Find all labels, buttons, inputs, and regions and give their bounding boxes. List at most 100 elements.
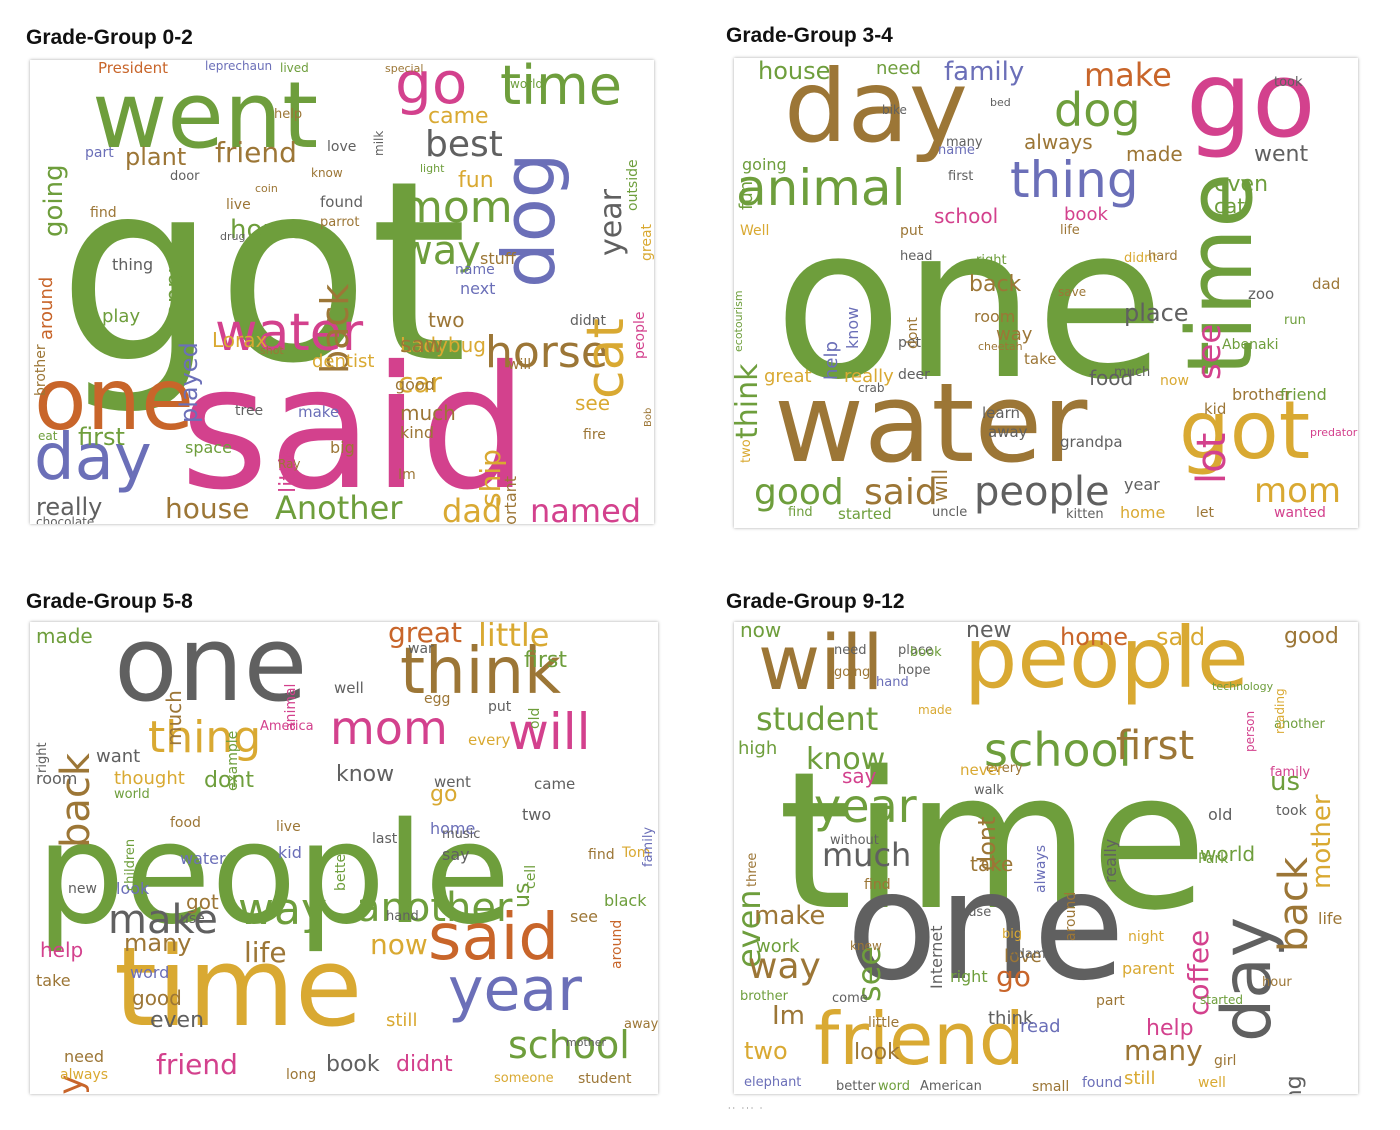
cloud-word: place — [898, 643, 933, 658]
cloud-word: stuff — [480, 249, 516, 268]
cloud-word: house — [758, 58, 831, 85]
cloud-word: animal — [283, 683, 299, 731]
cloud-word: Well — [740, 223, 770, 239]
cloud-word: reading — [1273, 688, 1287, 735]
cloud-word: school — [984, 723, 1132, 777]
cloud-word: every — [986, 761, 1023, 776]
cloud-word: better — [333, 847, 349, 891]
cloud-word: year — [1124, 475, 1160, 494]
cloud-word: head — [900, 249, 933, 264]
cloud-word: cell — [523, 864, 539, 889]
cloud-word: Bob — [643, 407, 654, 427]
cloud-word: space — [185, 438, 232, 457]
cloud-word: place — [1124, 299, 1189, 327]
cloud-word: us — [1270, 767, 1301, 797]
cloud-word: will — [758, 622, 884, 707]
cloud-word: take — [970, 852, 1014, 876]
cloud-word: another — [356, 885, 513, 931]
cloud-word: even — [1214, 172, 1269, 197]
cloud-word: friend — [156, 1048, 238, 1081]
cloud-word: time — [778, 731, 1208, 952]
cloud-word: grandpa — [1060, 433, 1123, 451]
cloud-word: always — [60, 1067, 109, 1083]
cloud-word: know — [336, 762, 395, 787]
cloud-word: name — [938, 143, 975, 158]
cloud-word: brother — [740, 989, 788, 1004]
cloud-word: found — [320, 193, 363, 211]
cloud-word: book — [1064, 204, 1108, 225]
cloud-word: many — [1124, 1034, 1203, 1067]
cloud-word: great — [388, 622, 463, 649]
cloud-word: one — [846, 840, 1126, 1014]
cloud-word: said — [428, 901, 559, 975]
cloud-word: way — [748, 946, 821, 987]
cloud-word: way — [996, 324, 1033, 345]
cloud-word: know — [843, 306, 862, 350]
cloud-word: take — [1024, 350, 1057, 368]
cloud-word: always — [1033, 844, 1049, 893]
cloud-word: hard — [1148, 249, 1178, 264]
cloud-word: kid — [1204, 400, 1227, 418]
cloud-word: day — [784, 58, 968, 165]
cloud-word: love — [1004, 946, 1042, 967]
cloud-word: shot — [260, 344, 284, 357]
cloud-word: started — [1200, 993, 1243, 1007]
cloud-word: Ladybug — [400, 333, 486, 357]
cloud-word: many — [946, 135, 983, 150]
cloud-word: dont — [905, 316, 921, 349]
cloud-word: took — [1276, 803, 1307, 819]
cloud-word: away — [624, 1017, 658, 1032]
cloud-word: Ray — [278, 457, 301, 471]
cloud-word: Internet — [927, 925, 946, 990]
cloud-word: next — [460, 279, 496, 298]
cloud-word: good — [395, 375, 435, 394]
cloud-word: help — [40, 938, 84, 962]
cloud-word: many — [124, 929, 192, 957]
cloud-word: hand — [876, 675, 909, 690]
word-cloud-grade-3-4: one water day go time got animal thing dog people… — [734, 58, 1358, 528]
cloud-word: right — [950, 967, 988, 986]
cloud-word: chocolate — [36, 515, 95, 524]
cloud-word: think — [734, 363, 765, 440]
cloud-word: see — [575, 391, 611, 415]
cloud-word: pet — [898, 335, 921, 351]
cloud-word: water — [215, 303, 364, 363]
cloud-word: didnt — [570, 313, 607, 329]
cloud-word: look — [116, 879, 150, 898]
cloud-word: good — [1284, 624, 1339, 649]
cloud-word: tree — [235, 403, 264, 419]
cloud-word: one — [114, 622, 308, 725]
cloud-word: take — [36, 971, 71, 990]
cloud-word: going — [742, 155, 787, 174]
cloud-word: girl — [1214, 1053, 1237, 1069]
cloud-word: deer — [898, 367, 930, 383]
cloud-word: really — [36, 493, 103, 521]
cloud-word: Abenaki — [1222, 337, 1279, 353]
cloud-word: American — [920, 1079, 982, 1094]
cloud-word: made — [918, 703, 953, 717]
cloud-word: animal — [736, 159, 906, 217]
cloud-word: night — [1128, 929, 1165, 945]
cloud-word: little — [478, 622, 550, 654]
cloud-word: example — [225, 730, 241, 791]
cloud-word: need — [834, 643, 867, 658]
panel-title-grade-9-12: Grade-Group 9-12 — [726, 590, 905, 613]
cloud-word: people — [36, 793, 511, 956]
cloud-word: home — [230, 215, 304, 245]
cloud-word: music — [442, 827, 481, 842]
cloud-word: said — [864, 472, 938, 513]
cloud-word: people — [974, 469, 1110, 515]
cloud-word: now — [740, 622, 782, 642]
cloud-word: played — [175, 341, 203, 423]
word-cloud-grade-5-8: people one time think said year will mom thing wa… — [30, 622, 658, 1094]
cloud-word: around — [609, 919, 625, 969]
word-cloud-grade-9-12: time one people will friend day school year firs… — [734, 622, 1358, 1094]
cloud-word: started — [838, 505, 892, 523]
cloud-word: war — [408, 641, 434, 657]
cloud-word: hand — [386, 909, 419, 924]
cloud-word: big — [1002, 927, 1023, 942]
cloud-word: time — [500, 60, 623, 117]
cloud-word: got — [58, 127, 468, 418]
cloud-word: right — [976, 253, 1007, 268]
cloud-word: word — [878, 1079, 910, 1094]
